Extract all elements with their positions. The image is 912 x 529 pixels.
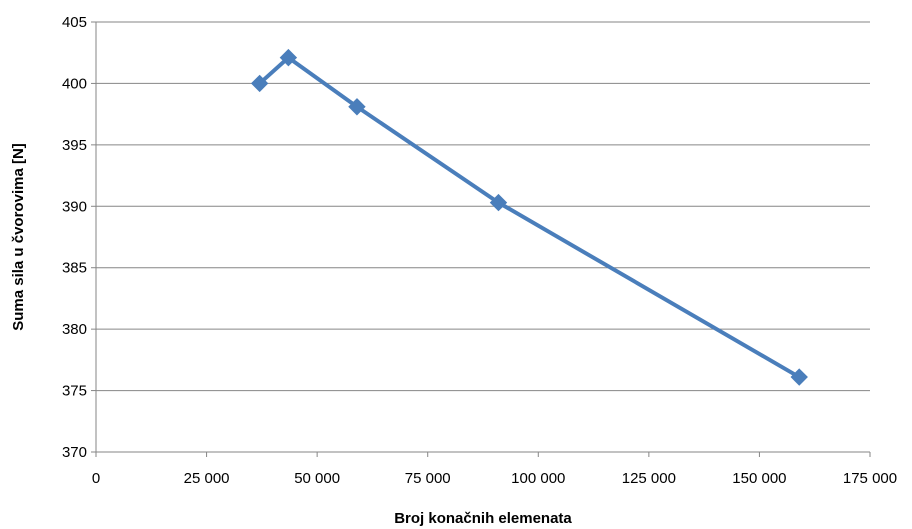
- y-tick-label: 375: [62, 383, 87, 400]
- y-tick-label: 405: [62, 14, 87, 31]
- x-tick-label: 150 000: [732, 470, 786, 487]
- series-group: [250, 48, 808, 386]
- gridlines: [96, 21, 870, 392]
- x-axis-ticks: 0 25 000 50 000 75 000 100 000 125 000 150 000…: [92, 452, 897, 487]
- data-point-marker: [279, 48, 298, 67]
- data-point-marker: [489, 193, 508, 212]
- y-tick-label: 400: [62, 75, 87, 92]
- data-point-marker: [250, 74, 269, 93]
- y-tick-label: 395: [62, 137, 87, 154]
- x-tick-label: 100 000: [511, 470, 565, 487]
- y-tick-label: 390: [62, 198, 87, 215]
- y-tick-label: 370: [62, 444, 87, 461]
- x-tick-label: 75 000: [405, 470, 451, 487]
- y-tick-label: 380: [62, 321, 87, 338]
- x-tick-label: 50 000: [294, 470, 340, 487]
- y-axis-title: Suma sila u čvorovima [N]: [10, 143, 27, 331]
- data-point-marker: [790, 368, 808, 386]
- x-tick-label: 25 000: [184, 470, 230, 487]
- x-tick-label: 175 000: [843, 470, 897, 487]
- y-axis-ticks: 370 375 380 385 390 395 400 405: [62, 14, 96, 461]
- x-axis-title: Broj konačnih elemenata: [394, 510, 572, 527]
- x-tick-label: 0: [92, 470, 100, 487]
- x-tick-label: 125 000: [622, 470, 676, 487]
- plot-background: [96, 22, 870, 452]
- data-point-marker: [348, 98, 366, 116]
- y-tick-label: 385: [62, 260, 87, 277]
